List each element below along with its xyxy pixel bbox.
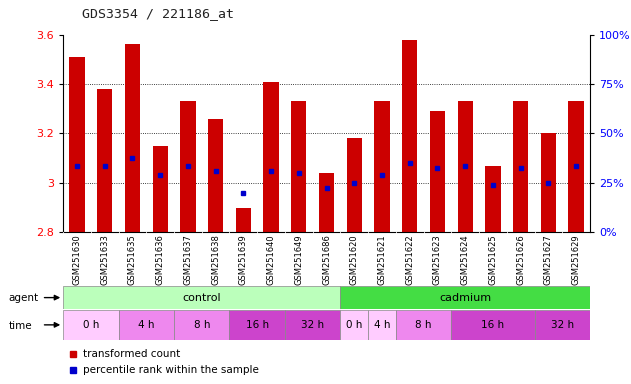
Text: GSM251626: GSM251626: [516, 234, 525, 285]
Text: GSM251636: GSM251636: [156, 234, 165, 285]
Text: GSM251686: GSM251686: [322, 234, 331, 285]
Bar: [230, 310, 285, 340]
Text: GSM251633: GSM251633: [100, 234, 109, 285]
Bar: [569, 101, 584, 232]
Bar: [69, 57, 85, 232]
Text: GSM251623: GSM251623: [433, 234, 442, 285]
Text: GSM251639: GSM251639: [239, 234, 248, 285]
Bar: [180, 101, 196, 232]
Bar: [174, 310, 230, 340]
Text: GSM251638: GSM251638: [211, 234, 220, 285]
Bar: [236, 208, 251, 232]
Bar: [346, 138, 362, 232]
Bar: [485, 166, 500, 232]
Text: 8 h: 8 h: [194, 320, 210, 330]
Bar: [153, 146, 168, 232]
Bar: [340, 286, 590, 309]
Bar: [63, 310, 119, 340]
Text: GSM251620: GSM251620: [350, 234, 359, 285]
Text: GSM251625: GSM251625: [488, 234, 497, 285]
Bar: [291, 101, 307, 232]
Bar: [374, 101, 389, 232]
Text: GSM251637: GSM251637: [184, 234, 192, 285]
Bar: [63, 286, 340, 309]
Bar: [119, 310, 174, 340]
Text: time: time: [8, 321, 32, 331]
Bar: [396, 310, 451, 340]
Text: GSM251640: GSM251640: [266, 234, 276, 285]
Text: 4 h: 4 h: [138, 320, 155, 330]
Text: 32 h: 32 h: [551, 320, 574, 330]
Bar: [513, 101, 528, 232]
Text: cadmium: cadmium: [439, 293, 492, 303]
Text: 8 h: 8 h: [415, 320, 432, 330]
Bar: [97, 89, 112, 232]
Bar: [285, 310, 340, 340]
Text: GSM251629: GSM251629: [572, 234, 581, 285]
Bar: [264, 81, 279, 232]
Text: 16 h: 16 h: [245, 320, 269, 330]
Text: GSM251630: GSM251630: [73, 234, 81, 285]
Text: GSM251649: GSM251649: [294, 234, 304, 285]
Text: 4 h: 4 h: [374, 320, 390, 330]
Text: GSM251627: GSM251627: [544, 234, 553, 285]
Bar: [340, 310, 368, 340]
Text: GSM251622: GSM251622: [405, 234, 414, 285]
Text: GDS3354 / 221186_at: GDS3354 / 221186_at: [82, 7, 234, 20]
Text: transformed count: transformed count: [83, 349, 180, 359]
Text: percentile rank within the sample: percentile rank within the sample: [83, 365, 259, 375]
Bar: [457, 101, 473, 232]
Text: agent: agent: [8, 293, 38, 303]
Bar: [319, 173, 334, 232]
Text: GSM251624: GSM251624: [461, 234, 469, 285]
Text: GSM251621: GSM251621: [377, 234, 387, 285]
Bar: [368, 310, 396, 340]
Bar: [402, 40, 417, 232]
Text: 0 h: 0 h: [346, 320, 362, 330]
Bar: [534, 310, 590, 340]
Bar: [125, 45, 140, 232]
Bar: [430, 111, 445, 232]
Bar: [451, 310, 534, 340]
Text: GSM251635: GSM251635: [128, 234, 137, 285]
Text: control: control: [182, 293, 221, 303]
Text: 16 h: 16 h: [481, 320, 505, 330]
Text: 32 h: 32 h: [301, 320, 324, 330]
Bar: [541, 134, 556, 232]
Bar: [208, 119, 223, 232]
Text: 0 h: 0 h: [83, 320, 99, 330]
